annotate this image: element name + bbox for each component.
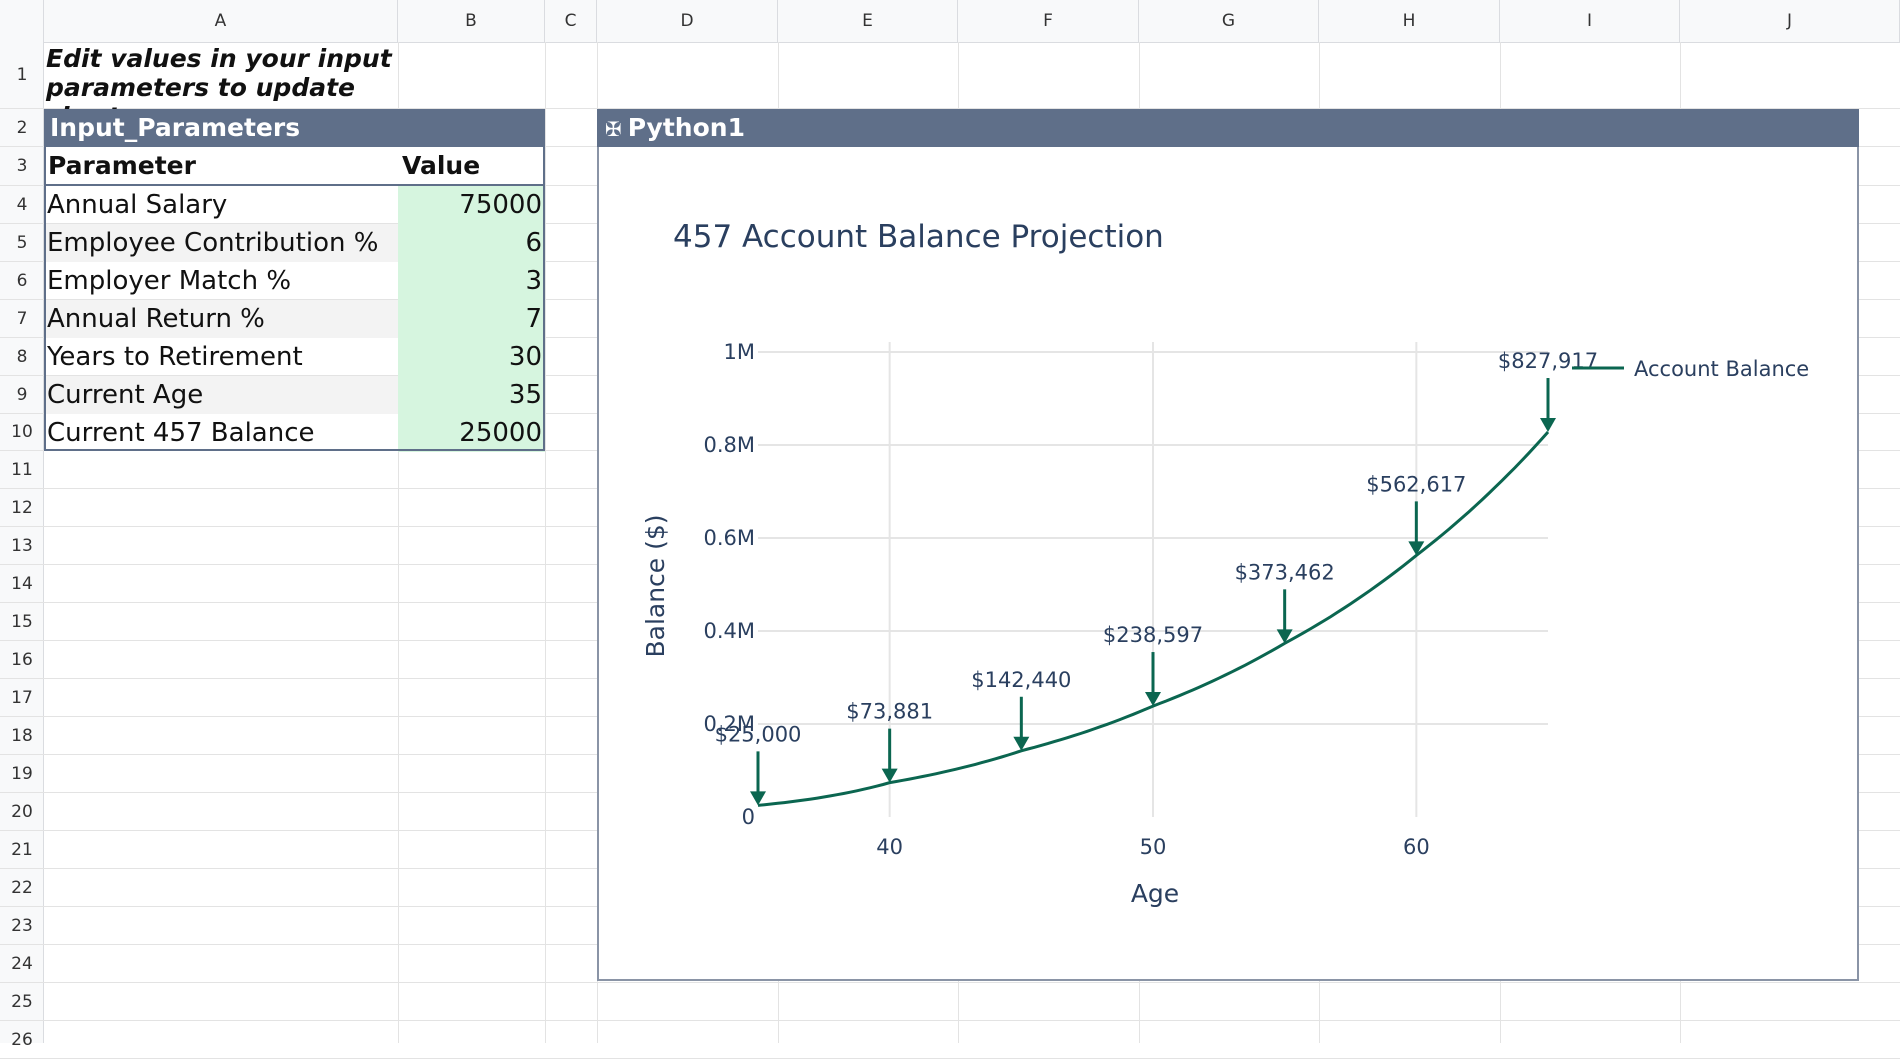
row-header-4[interactable]: 4 xyxy=(0,186,44,224)
python-icon: ✠ xyxy=(605,117,622,141)
value-cell[interactable]: 25000 xyxy=(398,414,545,452)
column-header-g[interactable]: G xyxy=(1139,0,1319,42)
param-cell[interactable]: Years to Retirement xyxy=(47,342,303,372)
row-gridline xyxy=(44,982,1900,983)
column-header-h[interactable]: H xyxy=(1319,0,1500,42)
row-header-1[interactable]: 1 xyxy=(0,42,44,109)
header-value[interactable]: Value xyxy=(398,147,545,185)
row-header-9[interactable]: 9 xyxy=(0,376,44,414)
row-header-17[interactable]: 17 xyxy=(0,679,44,717)
column-header-j[interactable]: J xyxy=(1680,0,1900,42)
row-header-23[interactable]: 23 xyxy=(0,907,44,945)
row-header-11[interactable]: 11 xyxy=(0,451,44,489)
value-cell[interactable]: 75000 xyxy=(398,186,545,224)
row-header-bar xyxy=(0,42,44,1043)
column-gridline xyxy=(545,42,546,1043)
value-cell[interactable]: 30 xyxy=(398,338,545,376)
column-gridline xyxy=(398,42,399,1043)
python-object-header[interactable]: ✠ Python1 xyxy=(597,109,1859,147)
param-cell[interactable]: Current Age xyxy=(44,376,398,414)
column-header-d[interactable]: D xyxy=(597,0,778,42)
row-header-14[interactable]: 14 xyxy=(0,565,44,603)
param-cell[interactable]: Annual Return % xyxy=(44,300,398,338)
row-header-8[interactable]: 8 xyxy=(0,338,44,376)
value-cell[interactable]: 6 xyxy=(398,224,545,262)
python-object-frame[interactable] xyxy=(597,147,1859,981)
row-header-13[interactable]: 13 xyxy=(0,527,44,565)
row-header-22[interactable]: 22 xyxy=(0,869,44,907)
param-cell[interactable]: Employee Contribution % xyxy=(44,224,398,262)
column-header-e[interactable]: E xyxy=(778,0,958,42)
row-header-7[interactable]: 7 xyxy=(0,300,44,338)
row-header-10[interactable]: 10 xyxy=(0,414,44,451)
row-header-18[interactable]: 18 xyxy=(0,717,44,755)
header-parameter[interactable]: Parameter xyxy=(44,147,398,185)
row-header-12[interactable]: 12 xyxy=(0,489,44,527)
column-header-bar xyxy=(0,0,1900,43)
python-object-title: Python1 xyxy=(627,113,745,142)
table-title[interactable]: Input_Parameters xyxy=(44,109,545,147)
row-gridline xyxy=(44,1020,1900,1021)
row-header-20[interactable]: 20 xyxy=(0,793,44,831)
row-header-5[interactable]: 5 xyxy=(0,224,44,262)
column-header-i[interactable]: I xyxy=(1500,0,1680,42)
row-header-6[interactable]: 6 xyxy=(0,262,44,300)
column-header-b[interactable]: B xyxy=(398,0,545,42)
row-header-21[interactable]: 21 xyxy=(0,831,44,869)
param-cell[interactable]: Current 457 Balance xyxy=(47,418,315,448)
value-cell[interactable]: 3 xyxy=(398,262,545,300)
select-all-corner[interactable] xyxy=(0,0,44,42)
row-header-16[interactable]: 16 xyxy=(0,641,44,679)
chart-title: 457 Account Balance Projection xyxy=(673,219,1164,255)
param-cell[interactable]: Annual Salary xyxy=(47,190,228,220)
row-header-15[interactable]: 15 xyxy=(0,603,44,641)
header-divider xyxy=(44,184,545,186)
row-header-2[interactable]: 2 xyxy=(0,109,44,147)
row-header-24[interactable]: 24 xyxy=(0,945,44,983)
column-header-f[interactable]: F xyxy=(958,0,1139,42)
row-header-25[interactable]: 25 xyxy=(0,983,44,1021)
row-header-26[interactable]: 26 xyxy=(0,1021,44,1059)
row-header-19[interactable]: 19 xyxy=(0,755,44,793)
column-header-c[interactable]: C xyxy=(545,0,597,42)
param-cell[interactable]: Employer Match % xyxy=(47,266,292,296)
value-cell[interactable]: 35 xyxy=(398,376,545,414)
row-header-3[interactable]: 3 xyxy=(0,147,44,186)
column-header-a[interactable]: A xyxy=(44,0,398,42)
row-gridline xyxy=(44,108,1900,109)
value-cell[interactable]: 7 xyxy=(398,300,545,338)
